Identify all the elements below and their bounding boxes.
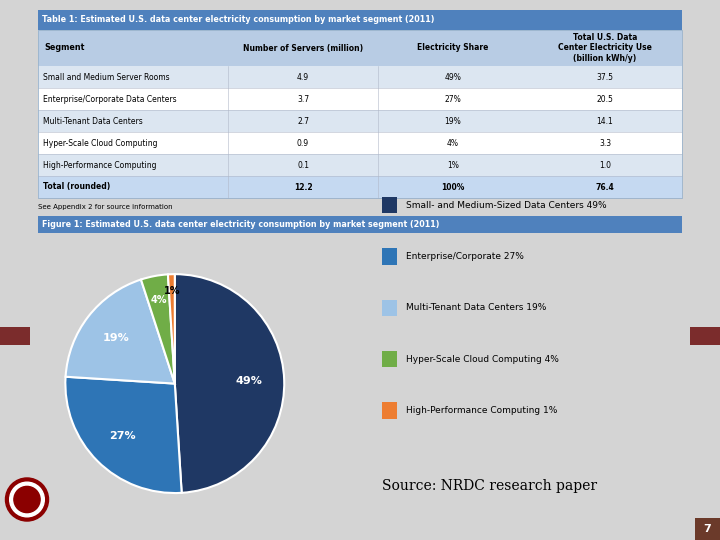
- Wedge shape: [141, 274, 175, 383]
- Text: 3.3: 3.3: [599, 138, 611, 147]
- Text: Multi-Tenant Data Centers 19%: Multi-Tenant Data Centers 19%: [406, 303, 546, 312]
- Text: See Appendix 2 for source information: See Appendix 2 for source information: [38, 204, 173, 210]
- Text: 27%: 27%: [109, 431, 135, 441]
- Text: 19%: 19%: [103, 333, 130, 343]
- Text: Figure 1: Estimated U.S. data center electricity consumption by market segment (: Figure 1: Estimated U.S. data center ele…: [42, 220, 439, 229]
- Text: Electricity Share: Electricity Share: [418, 44, 489, 52]
- Bar: [38, 88, 682, 110]
- Text: 4.9: 4.9: [297, 72, 309, 82]
- Text: High-Performance Computing: High-Performance Computing: [43, 160, 156, 170]
- Text: 19%: 19%: [445, 117, 462, 125]
- Text: Number of Servers (million): Number of Servers (million): [243, 44, 363, 52]
- Text: 1%: 1%: [163, 286, 180, 295]
- Text: Total (rounded): Total (rounded): [43, 183, 110, 192]
- Bar: [690, 327, 720, 345]
- Bar: [38, 132, 682, 154]
- Text: 37.5: 37.5: [596, 72, 613, 82]
- Text: 0.9: 0.9: [297, 138, 309, 147]
- Text: Multi-Tenant Data Centers: Multi-Tenant Data Centers: [43, 117, 143, 125]
- Text: Small and Medium Server Rooms: Small and Medium Server Rooms: [43, 72, 170, 82]
- Text: 100%: 100%: [441, 183, 464, 192]
- Bar: [38, 10, 682, 30]
- Text: 14.1: 14.1: [597, 117, 613, 125]
- Bar: [38, 30, 682, 66]
- Bar: [695, 518, 720, 540]
- Text: 27%: 27%: [445, 94, 462, 104]
- Text: 4%: 4%: [447, 138, 459, 147]
- Text: 1%: 1%: [447, 160, 459, 170]
- Wedge shape: [66, 280, 175, 383]
- Text: 2.7: 2.7: [297, 117, 309, 125]
- Text: 0.1: 0.1: [297, 160, 309, 170]
- Text: Segment: Segment: [44, 44, 84, 52]
- Text: 49%: 49%: [235, 376, 263, 386]
- Circle shape: [14, 487, 40, 512]
- Text: 3.7: 3.7: [297, 94, 309, 104]
- Text: 7: 7: [703, 524, 711, 534]
- Bar: [38, 216, 682, 233]
- Text: Enterprise/Corporate Data Centers: Enterprise/Corporate Data Centers: [43, 94, 176, 104]
- Text: 20.5: 20.5: [597, 94, 613, 104]
- Text: Small- and Medium-Sized Data Centers 49%: Small- and Medium-Sized Data Centers 49%: [406, 201, 607, 210]
- Text: Hyper-Scale Cloud Computing 4%: Hyper-Scale Cloud Computing 4%: [406, 355, 559, 363]
- Wedge shape: [175, 274, 284, 493]
- Text: 1.0: 1.0: [599, 160, 611, 170]
- Bar: [0, 327, 30, 345]
- Bar: [38, 30, 682, 198]
- Bar: [38, 176, 682, 198]
- Text: 49%: 49%: [444, 72, 462, 82]
- Text: Hyper-Scale Cloud Computing: Hyper-Scale Cloud Computing: [43, 138, 158, 147]
- Wedge shape: [168, 274, 175, 383]
- Text: 12.2: 12.2: [294, 183, 312, 192]
- Text: 4%: 4%: [150, 295, 167, 305]
- Wedge shape: [66, 377, 181, 493]
- Text: Source: NRDC research paper: Source: NRDC research paper: [382, 479, 597, 493]
- Bar: [38, 110, 682, 132]
- Text: High-Performance Computing 1%: High-Performance Computing 1%: [406, 406, 557, 415]
- Circle shape: [6, 478, 48, 521]
- Text: Table 1: Estimated U.S. data center electricity consumption by market segment (2: Table 1: Estimated U.S. data center elec…: [42, 16, 434, 24]
- Text: Enterprise/Corporate 27%: Enterprise/Corporate 27%: [406, 252, 524, 261]
- Text: Total U.S. Data
Center Electricity Use
(billion kWh/y): Total U.S. Data Center Electricity Use (…: [558, 33, 652, 63]
- Text: 76.4: 76.4: [595, 183, 614, 192]
- Bar: [38, 154, 682, 176]
- Circle shape: [9, 482, 45, 517]
- Bar: [38, 66, 682, 88]
